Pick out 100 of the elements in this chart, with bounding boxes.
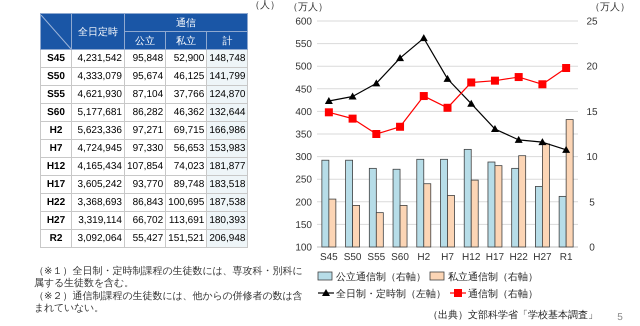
data-label: 4,621,930 [72, 86, 124, 104]
text: （※１）全日制・定時制課程の生徒数には、専攻科・別科に属する生徒数を含む。 [34, 266, 304, 290]
y2-tick-label: 0 [589, 242, 596, 254]
data-label: 3,319,114 [72, 212, 124, 230]
y-tick-label: 550 [295, 39, 312, 50]
data-label: 4,231,542 [72, 50, 124, 68]
legend-label: 私立通信制（右軸） [448, 271, 538, 283]
data-label: 166,986 [206, 122, 248, 140]
point [467, 100, 476, 107]
x-tick-label: H27 [533, 252, 552, 263]
bar [392, 168, 400, 248]
data-label: 5,623,336 [72, 122, 124, 140]
data-label: 56,653 [166, 140, 207, 158]
data-label: 97,330 [124, 140, 166, 158]
text: （人） [250, 0, 280, 12]
data-label: 4,333,079 [72, 68, 124, 86]
bar [447, 195, 455, 248]
bar [440, 158, 448, 248]
y-tick-label: 350 [295, 130, 312, 140]
y-tick-label: 100 [295, 242, 312, 254]
data-label: 86,843 [124, 194, 166, 212]
bar [352, 205, 360, 248]
data-label: 181,877 [206, 158, 248, 176]
data-label: 3,092,064 [72, 230, 124, 248]
data-label: 124,870 [206, 86, 248, 104]
point [490, 125, 499, 132]
point [514, 136, 523, 143]
category-label: H22 [40, 194, 72, 212]
point [396, 54, 404, 62]
bar [488, 162, 496, 248]
category-label: S50 [40, 68, 72, 86]
text: 通信 [124, 14, 248, 32]
point [538, 138, 546, 146]
point [538, 80, 546, 88]
text: （※２）通信制課程の生徒数には、他からの併修者の数は含まれていない。 [34, 291, 304, 315]
data-label: 93,770 [124, 176, 166, 194]
data-label: 3,368,693 [72, 194, 124, 212]
bar [470, 180, 479, 248]
bar [518, 155, 526, 248]
y-tick-label: 600 [295, 16, 312, 28]
y-tick-label: 500 [295, 62, 312, 73]
category-label: H17 [40, 176, 72, 194]
y-tick-label: 300 [295, 152, 312, 164]
bar [423, 183, 432, 248]
point [467, 78, 476, 86]
y2-tick-label: 20 [586, 62, 598, 73]
data-label: 95,674 [124, 68, 166, 86]
category-label: S45 [40, 50, 72, 68]
bar [464, 148, 472, 248]
point [420, 34, 428, 42]
point [562, 146, 570, 153]
point [324, 97, 333, 104]
x-tick-label: S60 [391, 252, 410, 263]
y-tick-label: 450 [295, 84, 312, 96]
point [444, 104, 452, 112]
bar [542, 144, 550, 248]
category-label: H27 [40, 212, 72, 230]
data-label: 187,538 [206, 194, 248, 212]
bar [535, 186, 543, 248]
y2-tick-label: 15 [586, 106, 598, 118]
bar [328, 198, 336, 248]
data-label: 148,748 [206, 50, 248, 68]
x-tick-label: H22 [510, 252, 528, 263]
y-tick-label: 200 [295, 197, 312, 208]
point [420, 92, 428, 100]
data-label: 180,393 [206, 212, 248, 230]
point [324, 108, 333, 116]
data-label: 87,104 [124, 86, 166, 104]
data-label: 66,702 [124, 212, 166, 230]
data-label: 183,518 [206, 176, 248, 194]
bar [494, 165, 502, 248]
data-label: 52,900 [166, 50, 207, 68]
legend-label: 全日制・定時制（左軸） [336, 288, 446, 300]
category-label: H12 [40, 158, 72, 176]
data-label: 151,521 [166, 230, 207, 248]
x-tick-label: R1 [560, 252, 573, 263]
data-label: 46,125 [166, 68, 207, 86]
data-label: 4,724,945 [72, 140, 124, 158]
x-tick-label: H7 [441, 252, 454, 263]
data-label: 141,799 [206, 68, 248, 86]
data-label: 100,695 [166, 194, 207, 212]
y-tick-label: 400 [295, 106, 312, 118]
data-label: 89,748 [166, 176, 207, 194]
bar [345, 160, 353, 248]
category-label: S55 [40, 86, 72, 104]
y-tick-label: 150 [295, 220, 312, 231]
x-tick-label: S50 [344, 252, 362, 263]
x-tick-label: H17 [486, 252, 505, 263]
data-label: 3,605,242 [72, 176, 124, 194]
x-tick-label: H12 [462, 252, 481, 263]
x-tick-label: H2 [417, 252, 431, 263]
text: （出典）文部科学省「学校基本調査」 [428, 309, 598, 321]
y-tick-label: 250 [295, 174, 312, 186]
point [562, 64, 570, 72]
y-axis-title: （万人） [288, 2, 328, 13]
data-label: 107,854 [124, 158, 166, 176]
point [348, 114, 357, 123]
category-label: R2 [40, 230, 72, 248]
point [490, 76, 499, 85]
bar [511, 168, 520, 248]
